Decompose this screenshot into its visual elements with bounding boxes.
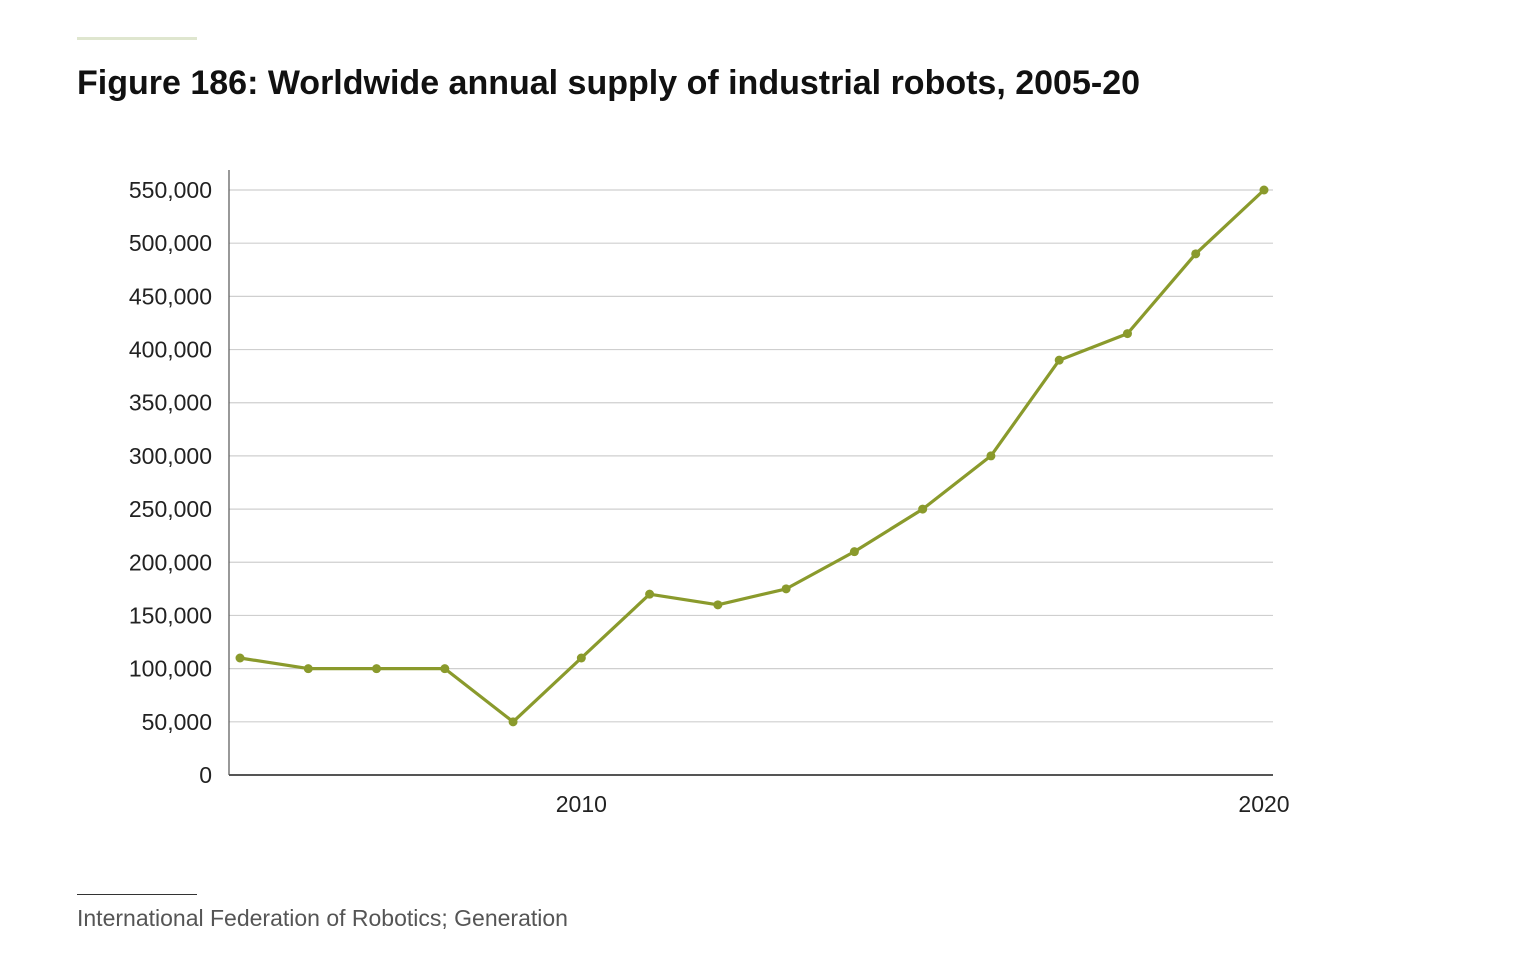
data-point — [918, 504, 928, 514]
data-point — [1122, 329, 1132, 339]
y-tick-label: 550,000 — [129, 177, 212, 203]
x-tick-label: 2020 — [1238, 791, 1289, 817]
data-point — [303, 664, 313, 674]
y-tick-label: 300,000 — [129, 443, 212, 469]
top-accent-rule — [77, 37, 197, 40]
y-tick-label: 50,000 — [142, 709, 212, 735]
x-tick-label: 2010 — [556, 791, 607, 817]
axes — [228, 170, 1273, 776]
y-axis-tick-labels: 0 50,000 100,000 150,000 200,000 250,000 300,0… — [129, 177, 212, 788]
series-line — [238, 188, 1266, 724]
y-tick-label: 200,000 — [129, 549, 212, 575]
data-point — [508, 717, 518, 727]
data-point — [1259, 185, 1269, 195]
source-rule — [77, 894, 197, 895]
x-axis-tick-labels: 2010 2020 — [556, 791, 1290, 817]
source-note: International Federation of Robotics; Ge… — [77, 905, 568, 931]
data-point — [645, 589, 655, 599]
data-point — [713, 600, 723, 610]
y-tick-label: 250,000 — [129, 496, 212, 522]
line-chart: 0 50,000 100,000 150,000 200,000 250,000 300,0… — [129, 170, 1290, 817]
data-point — [1054, 355, 1064, 365]
data-point — [576, 653, 586, 663]
figure-title: Figure 186: Worldwide annual supply of i… — [77, 64, 1141, 102]
data-point — [440, 664, 450, 674]
data-point — [781, 584, 791, 594]
y-tick-label: 0 — [199, 762, 212, 788]
data-point — [986, 451, 996, 461]
data-point — [372, 664, 382, 674]
y-tick-label: 350,000 — [129, 390, 212, 416]
gridlines — [229, 189, 1273, 723]
data-point — [1191, 249, 1201, 259]
y-tick-label: 150,000 — [129, 602, 212, 628]
data-point — [849, 547, 859, 557]
y-tick-label: 500,000 — [129, 230, 212, 256]
y-tick-label: 450,000 — [129, 283, 212, 309]
data-series — [235, 185, 1269, 727]
y-tick-label: 400,000 — [129, 337, 212, 363]
data-point — [235, 653, 245, 663]
y-tick-label: 100,000 — [129, 656, 212, 682]
